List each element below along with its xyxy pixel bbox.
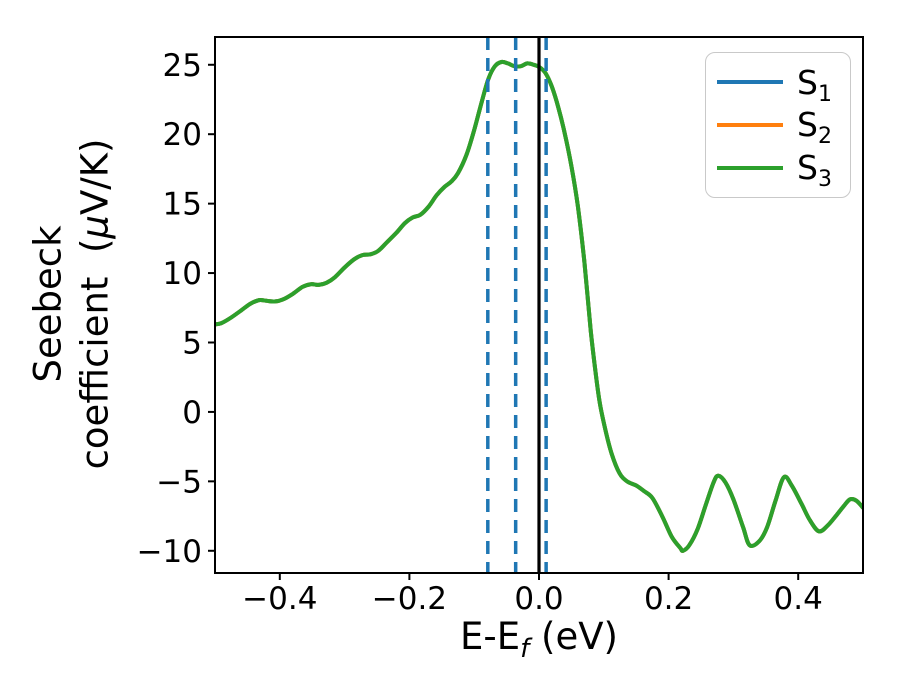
x-tick-label: 0.0	[514, 581, 563, 617]
y-axis-label-line2-post: V/K)	[74, 138, 117, 216]
y-axis-label-line1: Seebeck	[26, 225, 70, 383]
legend-entry-s2: S2	[706, 105, 850, 148]
legend-label-s1: S1	[797, 62, 832, 106]
legend-swatch-s2	[717, 122, 783, 127]
x-axis-label-subscript: f	[520, 634, 530, 664]
y-tick-label: 25	[163, 48, 202, 84]
x-axis-label-post: (eV)	[529, 615, 618, 658]
y-axis-label-line2-pre: coefficient (	[74, 238, 117, 470]
legend-label-s3-base: S	[797, 148, 818, 188]
y-tick-label: −5	[156, 464, 202, 500]
x-tick-label: −0.2	[372, 581, 447, 617]
plot-border	[214, 36, 864, 574]
legend-label-s3: S3	[797, 148, 832, 191]
legend-label-s2: S2	[797, 105, 832, 148]
legend-label-s2-base: S	[797, 105, 818, 145]
legend-swatch-s3	[717, 165, 783, 170]
x-tick-label: 0.2	[644, 581, 693, 617]
y-tick-label: 5	[182, 325, 202, 361]
legend-label-s3-sub: 3	[817, 167, 832, 193]
series-line-s3	[215, 59, 863, 553]
legend-entry-s3: S3	[706, 148, 850, 191]
legend-entry-s1: S1	[706, 62, 850, 106]
x-tick-label: −0.4	[242, 581, 317, 617]
legend-swatch-s1	[717, 80, 783, 85]
mu-symbol: μ	[74, 215, 117, 239]
x-axis-label-pre: E-E	[460, 615, 521, 658]
x-tick-label: 0.4	[774, 581, 823, 617]
y-tick-label: −10	[137, 534, 202, 570]
legend-label-s1-sub: 1	[817, 81, 832, 107]
y-axis-label-line2: coefficient (μV/K)	[72, 139, 119, 470]
legend: S1 S2 S3	[705, 52, 851, 198]
y-tick-label: 15	[163, 187, 202, 223]
y-tick-label: 0	[182, 395, 202, 431]
y-axis-label: Seebeck coefficient (μV/K)	[25, 139, 120, 470]
legend-label-s1-base: S	[797, 62, 818, 102]
y-tick-label: 10	[163, 256, 202, 292]
x-axis-label: E-Ef (eV)	[215, 615, 863, 664]
y-tick-label: 20	[163, 117, 202, 153]
legend-label-s2-sub: 2	[817, 124, 832, 150]
